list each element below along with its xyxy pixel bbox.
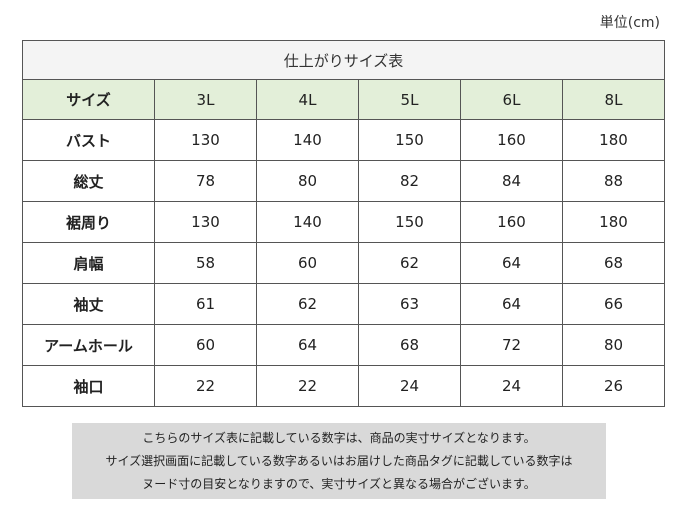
table-title-row: 仕上がりサイズ表 xyxy=(22,40,665,80)
table-cell: 64 xyxy=(460,283,563,325)
table-cell: 64 xyxy=(460,242,563,284)
size-header-row: サイズ 3L 4L 5L 6L 8L xyxy=(22,79,665,120)
table-cell: 140 xyxy=(256,119,359,161)
table-cell: 160 xyxy=(460,201,563,243)
table-cell: 62 xyxy=(256,283,359,325)
table-cell: 58 xyxy=(154,242,257,284)
table-cell: 150 xyxy=(358,119,461,161)
table-cell: 160 xyxy=(460,119,563,161)
table-cell: 24 xyxy=(358,365,461,407)
table-cell: 26 xyxy=(562,365,665,407)
row-label: 総丈 xyxy=(22,160,155,202)
table-cell: 80 xyxy=(562,324,665,366)
table-cell: 150 xyxy=(358,201,461,243)
row-label: 肩幅 xyxy=(22,242,155,284)
table-cell: 78 xyxy=(154,160,257,202)
table-cell: 68 xyxy=(358,324,461,366)
size-note: こちらのサイズ表に記載している数字は、商品の実寸サイズとなります。 サイズ選択画… xyxy=(72,423,606,499)
size-header-label: サイズ xyxy=(22,79,155,120)
table-cell: 84 xyxy=(460,160,563,202)
unit-label: 単位(cm) xyxy=(599,15,660,31)
table-title: 仕上がりサイズ表 xyxy=(22,40,665,80)
note-line: サイズ選択画面に記載している数字あるいはお届けした商品タグに記載している数字は xyxy=(105,454,573,468)
table-cell: 68 xyxy=(562,242,665,284)
row-label: 袖丈 xyxy=(22,283,155,325)
table-cell: 61 xyxy=(154,283,257,325)
table-row: 総丈 78 80 82 84 88 xyxy=(22,160,665,202)
table-cell: 130 xyxy=(154,119,257,161)
table-cell: 140 xyxy=(256,201,359,243)
size-header-cell: 4L xyxy=(256,79,359,120)
note-line: こちらのサイズ表に記載している数字は、商品の実寸サイズとなります。 xyxy=(142,431,536,445)
size-header-cell: 6L xyxy=(460,79,563,120)
table-row: アームホール 60 64 68 72 80 xyxy=(22,324,665,366)
note-line: ヌード寸の目安となりますので、実寸サイズと異なる場合がございます。 xyxy=(142,477,536,491)
table-cell: 130 xyxy=(154,201,257,243)
size-header-cell: 3L xyxy=(154,79,257,120)
size-chart-table: 仕上がりサイズ表 サイズ 3L 4L 5L 6L 8L バスト 130 140 … xyxy=(22,40,665,407)
table-cell: 80 xyxy=(256,160,359,202)
table-cell: 180 xyxy=(562,119,665,161)
table-cell: 60 xyxy=(154,324,257,366)
table-row: 裾周り 130 140 150 160 180 xyxy=(22,201,665,243)
table-cell: 22 xyxy=(256,365,359,407)
size-header-cell: 5L xyxy=(358,79,461,120)
table-cell: 24 xyxy=(460,365,563,407)
row-label: バスト xyxy=(22,119,155,161)
row-label: 袖口 xyxy=(22,365,155,407)
table-row: 肩幅 58 60 62 64 68 xyxy=(22,242,665,284)
table-cell: 64 xyxy=(256,324,359,366)
row-label: 裾周り xyxy=(22,201,155,243)
table-row: 袖口 22 22 24 24 26 xyxy=(22,365,665,407)
size-header-cell: 8L xyxy=(562,79,665,120)
table-cell: 63 xyxy=(358,283,461,325)
table-cell: 66 xyxy=(562,283,665,325)
row-label: アームホール xyxy=(22,324,155,366)
table-cell: 60 xyxy=(256,242,359,284)
table-cell: 88 xyxy=(562,160,665,202)
table-cell: 72 xyxy=(460,324,563,366)
table-row: 袖丈 61 62 63 64 66 xyxy=(22,283,665,325)
table-row: バスト 130 140 150 160 180 xyxy=(22,119,665,161)
table-cell: 62 xyxy=(358,242,461,284)
table-cell: 22 xyxy=(154,365,257,407)
table-cell: 180 xyxy=(562,201,665,243)
table-cell: 82 xyxy=(358,160,461,202)
